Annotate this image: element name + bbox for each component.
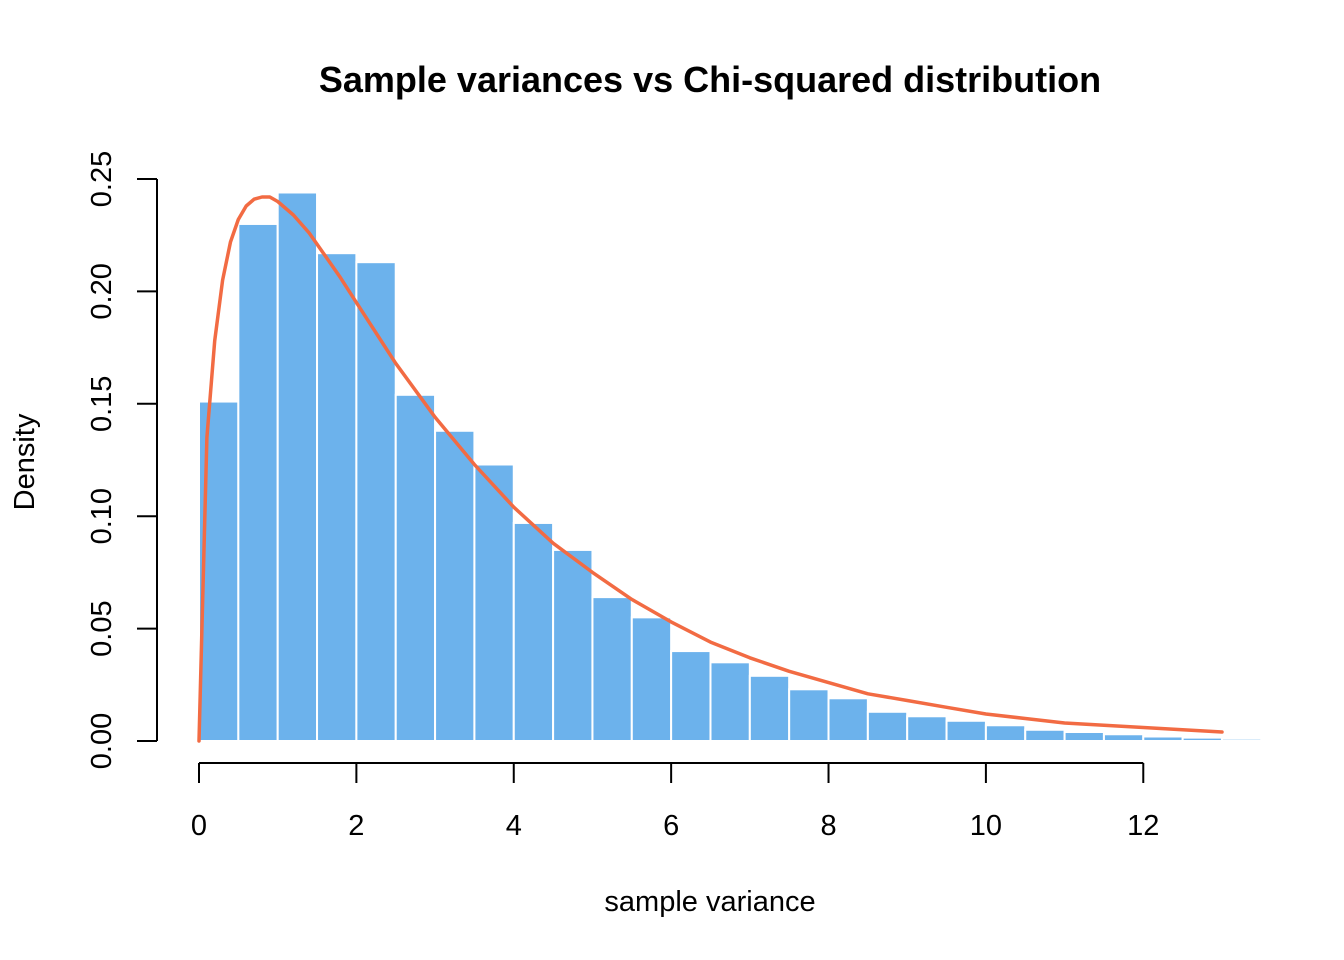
histogram-bar: [316, 252, 358, 743]
x-axis: 0 2 4 6 8 10 12: [191, 762, 1159, 842]
y-tick-label: 0.00: [86, 713, 118, 769]
x-tick-label: 8: [820, 810, 836, 842]
histogram-bar: [512, 521, 555, 742]
x-tick-label: 2: [348, 810, 364, 842]
x-tick-label: 12: [1127, 810, 1159, 842]
histogram-bar: [552, 548, 594, 742]
histogram-bar: [1142, 735, 1184, 743]
x-tick-label: 4: [506, 810, 522, 842]
histogram-bar: [788, 688, 830, 743]
y-tick-label: 0.25: [86, 151, 118, 207]
y-tick-label: 0.05: [86, 600, 118, 656]
histogram-bar: [1220, 737, 1263, 743]
histogram-bar: [394, 393, 437, 742]
histogram-bar: [473, 463, 515, 742]
x-tick-label: 0: [191, 810, 207, 842]
y-tick-label: 0.20: [86, 263, 118, 319]
histogram-bar: [1063, 731, 1105, 742]
y-tick-label: 0.10: [86, 488, 118, 544]
y-axis-label: Density: [9, 413, 41, 510]
histogram-bar: [276, 191, 319, 743]
y-tick-label: 0.15: [86, 376, 118, 432]
histogram-bar: [355, 261, 397, 742]
y-axis: 0.00 0.05 0.10 0.15 0.20 0.25: [86, 151, 158, 769]
histogram-bar: [670, 650, 712, 743]
histogram-bar: [1024, 728, 1066, 743]
x-axis-label: sample variance: [604, 886, 815, 918]
histogram-bar: [630, 616, 673, 742]
histogram-bar: [1181, 736, 1223, 742]
chart-title: Sample variances vs Chi-squared distribu…: [319, 59, 1101, 100]
x-tick-label: 6: [663, 810, 679, 842]
histogram-bar: [866, 710, 909, 743]
density-curve-layer: [197, 195, 1224, 743]
histogram-bar: [434, 429, 476, 742]
histogram-bar: [984, 724, 1027, 742]
histogram-bar: [709, 661, 751, 743]
histogram-bar: [591, 596, 633, 742]
histogram-bar: [945, 719, 987, 743]
chi-squared-density-curve: [197, 195, 1224, 743]
histogram-bars: [198, 191, 1263, 743]
histogram-bar: [827, 697, 869, 743]
histogram-bar: [906, 715, 948, 742]
x-tick-label: 10: [970, 810, 1002, 842]
histogram-bar: [237, 222, 279, 742]
histogram-bar: [1102, 733, 1145, 742]
histogram-bar: [748, 674, 791, 742]
